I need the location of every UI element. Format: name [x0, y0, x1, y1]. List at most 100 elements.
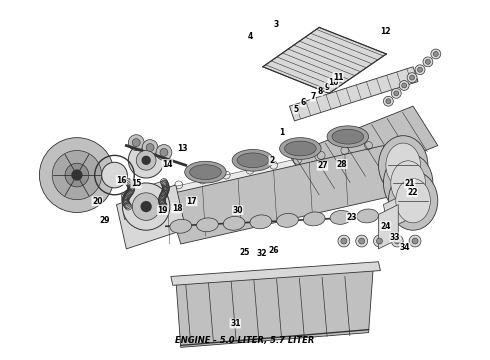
Text: 29: 29 — [99, 216, 110, 225]
Text: 33: 33 — [390, 233, 400, 242]
Circle shape — [402, 83, 407, 88]
Circle shape — [431, 49, 441, 59]
Ellipse shape — [223, 216, 245, 230]
Text: 26: 26 — [269, 246, 279, 255]
Text: 30: 30 — [232, 206, 243, 215]
Ellipse shape — [391, 161, 425, 205]
Text: ENGINE - 5.0 LITER, 5.7 LITER: ENGINE - 5.0 LITER, 5.7 LITER — [175, 336, 315, 345]
Text: 10: 10 — [328, 78, 339, 87]
Text: 4: 4 — [247, 32, 252, 41]
Text: 1: 1 — [279, 128, 284, 137]
Text: 24: 24 — [380, 221, 391, 230]
Text: 7: 7 — [310, 92, 316, 101]
Circle shape — [132, 193, 160, 220]
Text: 16: 16 — [116, 176, 127, 185]
Circle shape — [417, 67, 422, 72]
Circle shape — [142, 156, 150, 164]
Circle shape — [399, 81, 409, 90]
Circle shape — [394, 91, 399, 96]
Ellipse shape — [190, 165, 221, 180]
Circle shape — [156, 145, 172, 160]
Circle shape — [359, 238, 365, 244]
Ellipse shape — [383, 153, 433, 212]
Ellipse shape — [250, 215, 271, 229]
Circle shape — [146, 144, 154, 152]
Ellipse shape — [185, 161, 226, 183]
Circle shape — [72, 170, 82, 180]
Text: 11: 11 — [333, 73, 343, 82]
Circle shape — [383, 96, 393, 106]
Circle shape — [394, 238, 400, 244]
Circle shape — [392, 89, 401, 98]
Text: 19: 19 — [157, 206, 168, 215]
Circle shape — [136, 150, 156, 170]
Ellipse shape — [232, 149, 274, 171]
Circle shape — [373, 235, 386, 247]
Ellipse shape — [277, 213, 298, 227]
Text: 25: 25 — [240, 248, 250, 257]
Text: 15: 15 — [131, 179, 141, 188]
Circle shape — [341, 238, 347, 244]
Polygon shape — [378, 204, 398, 249]
Polygon shape — [166, 145, 398, 244]
Circle shape — [65, 163, 89, 187]
Polygon shape — [290, 106, 438, 195]
Ellipse shape — [357, 209, 378, 223]
Text: 20: 20 — [92, 197, 102, 206]
Text: 13: 13 — [177, 144, 187, 153]
Circle shape — [425, 59, 430, 64]
Ellipse shape — [332, 129, 364, 144]
Text: 31: 31 — [230, 319, 241, 328]
Circle shape — [132, 139, 140, 147]
Circle shape — [407, 73, 417, 82]
Circle shape — [392, 235, 403, 247]
Circle shape — [142, 140, 158, 156]
Polygon shape — [171, 262, 380, 285]
Text: 14: 14 — [162, 159, 173, 168]
Circle shape — [415, 65, 425, 75]
Ellipse shape — [303, 212, 325, 226]
Text: 2: 2 — [269, 156, 274, 165]
Text: 9: 9 — [325, 83, 330, 92]
Ellipse shape — [386, 143, 420, 188]
Circle shape — [52, 150, 101, 200]
Text: 28: 28 — [337, 159, 347, 168]
Text: 17: 17 — [186, 197, 197, 206]
Circle shape — [141, 202, 151, 212]
Ellipse shape — [396, 179, 430, 223]
Ellipse shape — [285, 141, 316, 156]
Polygon shape — [290, 67, 418, 121]
Circle shape — [356, 235, 368, 247]
Circle shape — [128, 143, 164, 178]
Polygon shape — [117, 185, 186, 249]
Text: 23: 23 — [346, 213, 357, 222]
Ellipse shape — [237, 153, 269, 168]
Circle shape — [386, 99, 391, 104]
Circle shape — [128, 135, 144, 150]
Ellipse shape — [280, 138, 321, 159]
Text: 3: 3 — [274, 19, 279, 28]
Ellipse shape — [389, 171, 438, 230]
Ellipse shape — [327, 126, 368, 148]
Text: 21: 21 — [404, 179, 415, 188]
Polygon shape — [176, 264, 373, 347]
Text: 5: 5 — [294, 105, 298, 114]
Circle shape — [409, 235, 421, 247]
Circle shape — [160, 148, 168, 156]
Circle shape — [39, 138, 115, 212]
Text: 34: 34 — [400, 243, 410, 252]
Circle shape — [122, 183, 170, 230]
Polygon shape — [169, 139, 398, 200]
Polygon shape — [122, 180, 169, 219]
Circle shape — [101, 162, 127, 188]
Text: 22: 22 — [407, 188, 417, 197]
Polygon shape — [383, 190, 418, 229]
Circle shape — [410, 75, 415, 80]
Circle shape — [423, 57, 433, 67]
Circle shape — [433, 51, 438, 57]
Ellipse shape — [196, 218, 218, 232]
Ellipse shape — [170, 219, 192, 233]
Text: 27: 27 — [317, 161, 328, 170]
Circle shape — [412, 238, 418, 244]
Circle shape — [338, 235, 350, 247]
